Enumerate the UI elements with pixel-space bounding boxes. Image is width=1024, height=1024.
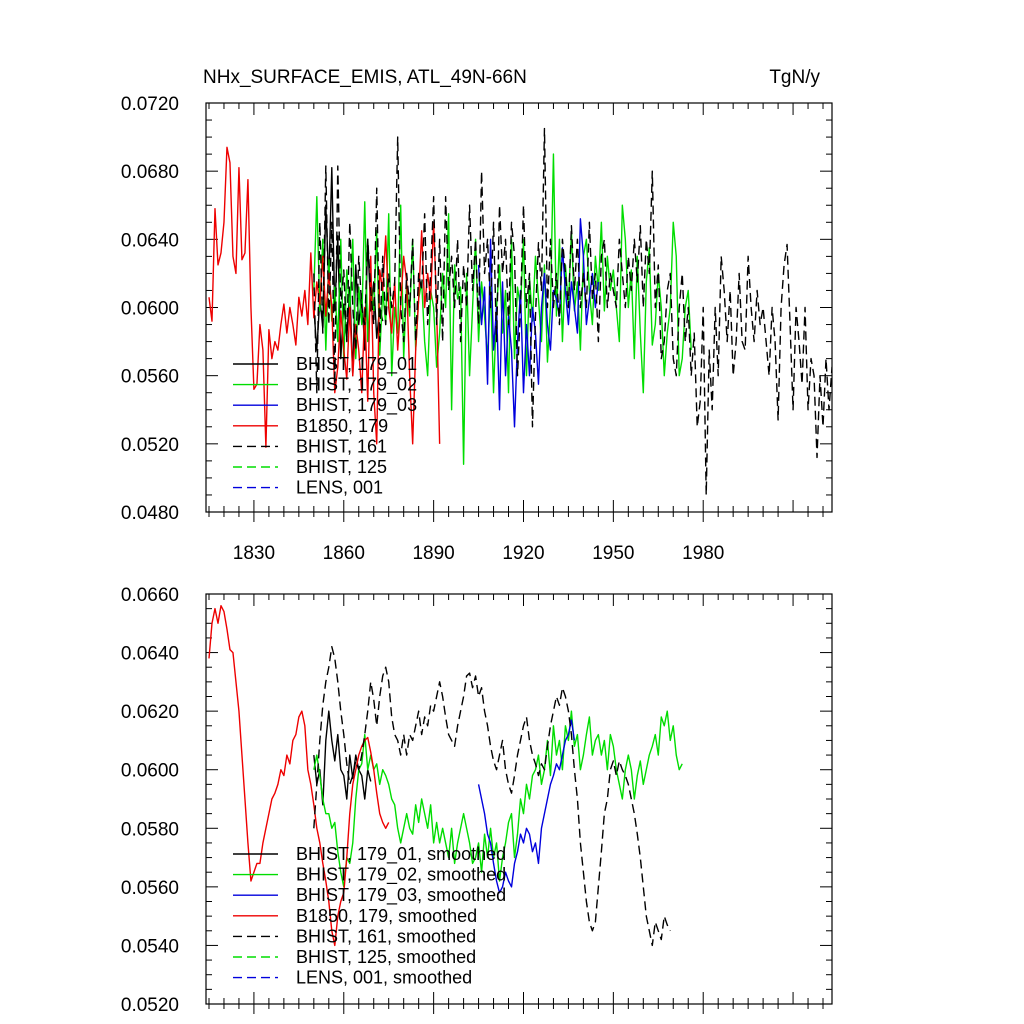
- legend-label: BHIST, 179_03: [296, 395, 417, 416]
- legend-label: BHIST, 179_02: [296, 375, 417, 396]
- series-line-bhist-179-02-smoothed: [313, 710, 683, 888]
- series-line-bhist-179-01-smoothed: [313, 710, 372, 806]
- y-tick-label: 0.0600: [121, 761, 179, 782]
- y-tick-label: 0.0720: [121, 94, 179, 115]
- y-tick-label: 0.0680: [121, 162, 179, 183]
- y-tick-label: 0.0560: [121, 878, 179, 899]
- chart-units: TgN/y: [769, 67, 820, 88]
- y-tick-label: 0.0640: [121, 230, 179, 251]
- y-tick-label: 0.0520: [121, 995, 179, 1016]
- x-tick-label: 1980: [682, 543, 724, 564]
- x-tick-label: 1890: [412, 543, 454, 564]
- y-tick-label: 0.0660: [121, 585, 179, 606]
- legend-label: BHIST, 179_03, smoothed: [296, 885, 506, 906]
- y-tick-label: 0.0640: [121, 644, 179, 665]
- chart-title: NHx_SURFACE_EMIS, ATL_49N-66N: [203, 67, 527, 88]
- legend-label: B1850, 179: [296, 416, 388, 436]
- series-group: [208, 605, 683, 947]
- y-tick-label: 0.0540: [121, 936, 179, 957]
- x-tick-label: 1920: [502, 543, 544, 564]
- series-group: [208, 127, 832, 496]
- series-line-b1850-179: [208, 146, 441, 448]
- panel-bottom: 0.0520 0.0540 0.0560 0.0580 0.0600 0.0620 0.06…: [121, 585, 833, 1016]
- x-tick-label: 1830: [233, 543, 275, 564]
- y-tick-label: 0.0560: [121, 367, 179, 388]
- legend-label: BHIST, 179_01, smoothed: [296, 844, 506, 865]
- legend-label: BHIST, 161: [296, 436, 387, 456]
- legend-label: BHIST, 179_02, smoothed: [296, 865, 506, 886]
- series-line-bhist-161: [313, 127, 832, 496]
- x-tick-label: 1950: [592, 543, 634, 564]
- legend-label: LENS, 001, smoothed: [296, 968, 472, 988]
- series-line-b1850-179-smoothed: [208, 605, 390, 947]
- legend-label: B1850, 179, smoothed: [296, 906, 477, 926]
- legend-label: BHIST, 179_01: [296, 354, 417, 375]
- y-tick-label: 0.0620: [121, 702, 179, 723]
- legend-label: BHIST, 125: [296, 457, 387, 477]
- series-line-bhist-179-03-smoothed: [477, 719, 576, 894]
- y-tick-label: 0.0480: [121, 503, 179, 524]
- series-line-bhist-179-02: [313, 153, 692, 465]
- y-tick-label: 0.0520: [121, 435, 179, 456]
- x-tick-label: 1860: [323, 543, 365, 564]
- y-tick-label: 0.0600: [121, 299, 179, 320]
- series-line-bhist-161-smoothed: [313, 646, 671, 947]
- legend-label: BHIST, 125, smoothed: [296, 947, 476, 967]
- series-line-bhist-179-03: [477, 218, 600, 428]
- legend-label: BHIST, 161, smoothed: [296, 926, 476, 946]
- panel-top: NHx_SURFACE_EMIS, ATL_49N-66N TgN/y 0.04…: [121, 67, 833, 564]
- y-tick-label: 0.0580: [121, 819, 179, 840]
- legend-label: LENS, 001: [296, 478, 383, 498]
